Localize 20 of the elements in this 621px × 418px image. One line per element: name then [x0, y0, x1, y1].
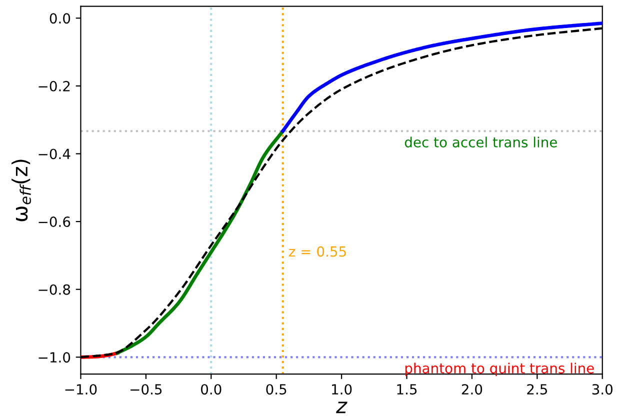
y-tick-label: −0.2 [38, 80, 70, 92]
ref-line-label: z = 0.55 [289, 246, 346, 257]
ref-line-label: phantom to quint trans line [405, 362, 594, 376]
x-tick-label: 3.0 [592, 384, 612, 395]
y-axis-title: ω$_{eff}$(z) [12, 160, 31, 222]
x-tick-label: 2.0 [462, 384, 482, 395]
x-tick-label: −0.5 [130, 384, 162, 395]
x-tick-label: 1.5 [397, 384, 417, 395]
x-tick-label: 1.0 [332, 384, 352, 395]
ref-line-label: dec to accel trans line [404, 136, 557, 148]
y-tick-label: 0.0 [50, 13, 70, 24]
x-tick-label: 2.5 [527, 384, 547, 395]
x-tick-label: 0.0 [201, 384, 222, 395]
x-axis-title: z [336, 402, 348, 414]
y-tick-label: −0.8 [38, 284, 70, 295]
x-tick-label: 0.5 [266, 384, 286, 395]
x-tick-label: −1.0 [65, 384, 97, 395]
y-tick-label: −1.0 [38, 352, 70, 363]
y-tick-label: −0.4 [38, 148, 70, 160]
y-tick-label: −0.6 [38, 216, 70, 228]
